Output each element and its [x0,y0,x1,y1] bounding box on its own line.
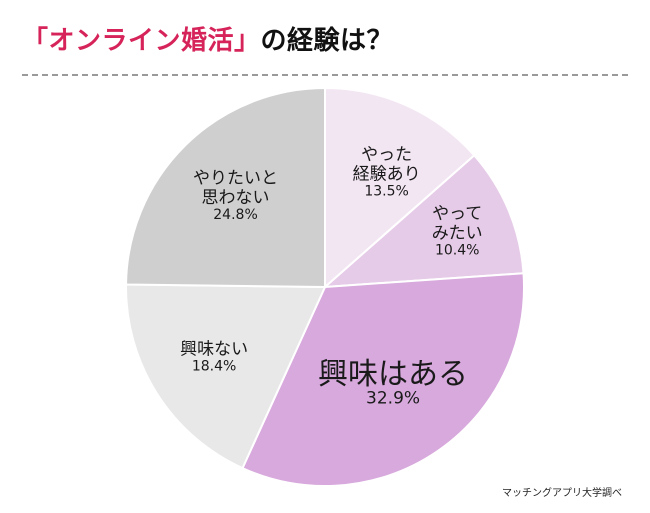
slice-label: 興味ない [180,339,248,359]
chart-title: 「オンライン婚活」の経験は？ [22,20,393,57]
slice-label: やって [432,204,482,224]
slice-label: やった [361,145,412,165]
slice-percent: 18.4% [192,358,236,374]
pie-slice [324,86,476,290]
chart-title-rest: の経験は？ [260,26,394,56]
slice-percent: 24.8% [213,207,257,223]
chart-title-accent: 「オンライン婚活」 [22,26,261,56]
title-divider [22,74,628,76]
slice-label: 思わない [202,188,270,208]
slice-label: 興味はある [318,357,468,392]
slice-label: 経験あり [353,164,421,184]
pie-slice [322,153,525,289]
slice-label: やりたいと [193,169,278,189]
slice-percent: 13.5% [364,184,408,200]
pie-slice [241,272,525,487]
pie-slice [125,86,326,289]
slice-percent: 32.9% [366,389,420,409]
slice-label: みたい [432,224,483,244]
slice-percent: 10.4% [435,243,479,259]
pie-slice [125,283,327,470]
source-note: マッチングアプリ大学調べ [502,488,622,499]
